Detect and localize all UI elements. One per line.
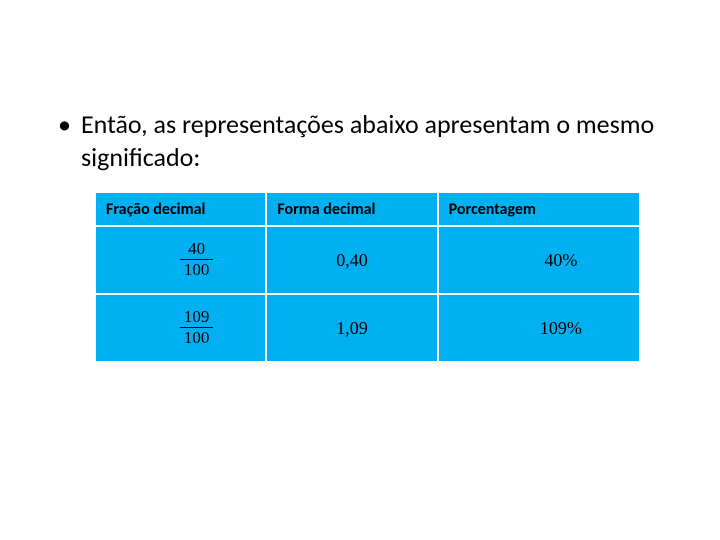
cell-fraction: 40 100 <box>95 226 266 294</box>
intro-bullet: • Então, as representações abaixo aprese… <box>58 108 670 173</box>
header-decimal: Forma decimal <box>266 192 437 226</box>
table-row: 109 100 1,09 109% <box>95 294 640 362</box>
cell-fraction: 109 100 <box>95 294 266 362</box>
cell-percent: 109% <box>438 294 640 362</box>
fraction-numerator: 40 <box>180 240 214 260</box>
table-header-row: Fração decimal Forma decimal Porcentagem <box>95 192 640 226</box>
intro-text: Então, as representações abaixo apresent… <box>81 108 670 173</box>
fraction-denominator: 100 <box>180 260 214 279</box>
cell-percent: 40% <box>438 226 640 294</box>
header-fraction: Fração decimal <box>95 192 266 226</box>
table-row: 40 100 0,40 40% <box>95 226 640 294</box>
representations-table: Fração decimal Forma decimal Porcentagem… <box>94 191 641 363</box>
cell-decimal: 1,09 <box>266 294 437 362</box>
fraction: 109 100 <box>180 308 214 347</box>
fraction-numerator: 109 <box>180 308 214 328</box>
fraction: 40 100 <box>180 240 214 279</box>
fraction-denominator: 100 <box>180 328 214 347</box>
cell-decimal: 0,40 <box>266 226 437 294</box>
header-percent: Porcentagem <box>438 192 640 226</box>
bullet-marker: • <box>58 108 71 173</box>
